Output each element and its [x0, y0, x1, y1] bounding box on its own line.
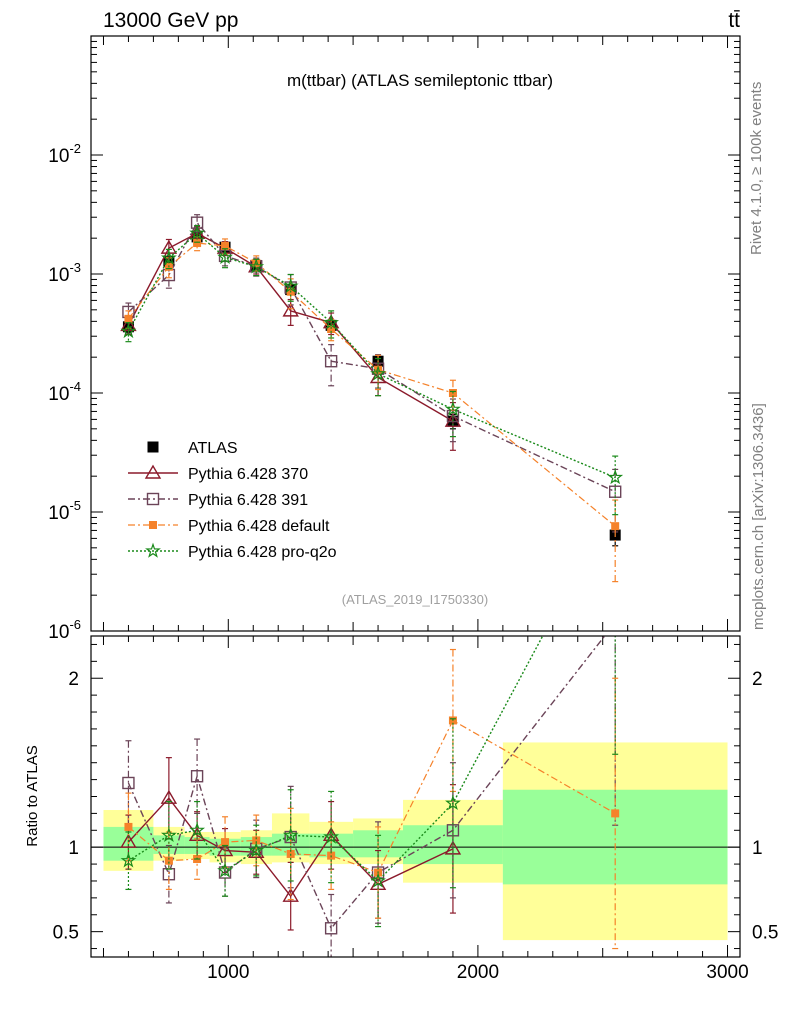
ratio-series-line	[128, 719, 616, 874]
ratio-series-line	[127, 636, 606, 930]
ratio-point	[445, 794, 461, 810]
legend: ATLAS Pythia 6.428 370 Pythia 6.428 391 Pyt…	[128, 440, 337, 561]
ratio-series-group	[120, 617, 621, 957]
data-point	[323, 314, 340, 330]
mcplots-label: mcplots.cern.ch [arXiv:1306.3436]	[750, 403, 767, 630]
data-point	[124, 314, 133, 323]
legend-label: Pythia 6.428 370	[188, 466, 308, 483]
legend-label: Pythia 6.428 391	[188, 492, 308, 509]
ratio-point	[248, 842, 265, 858]
series-line	[127, 221, 616, 493]
main-ticks: 10-6 10-5 10-4 10-3 10-2	[48, 35, 740, 957]
data-point	[444, 412, 462, 427]
data-point	[611, 522, 620, 531]
main-frame	[90, 35, 741, 632]
y-tick-label: 10-2	[48, 141, 81, 167]
ratio-point	[160, 827, 177, 843]
data-point	[608, 485, 622, 498]
ratio-point	[323, 828, 339, 844]
legend-label: Pythia 6.428 pro-q2o	[188, 544, 337, 561]
ratio-point	[370, 872, 386, 888]
main-series-group	[120, 214, 624, 583]
data-point	[324, 355, 338, 368]
process-label: tt̄	[728, 9, 740, 32]
legend-item-p370: Pythia 6.428 370	[128, 464, 308, 483]
ratio-point	[189, 821, 206, 837]
legend-marker	[149, 521, 157, 529]
y-tick-label: 10-4	[48, 379, 81, 405]
data-point	[252, 258, 261, 267]
data-point	[607, 469, 624, 485]
analysis-id: (ATLAS_2019_I1750330)	[342, 592, 488, 607]
legend-marker	[146, 492, 160, 506]
ratio-frame	[90, 635, 741, 958]
series-pq2o	[120, 224, 624, 516]
ratio-y-tick-label: 0.5	[53, 923, 79, 944]
ratio-point	[282, 827, 299, 843]
ratio-point	[221, 838, 230, 847]
ratio-point	[124, 822, 133, 831]
ratio-point	[611, 809, 620, 818]
legend-marker	[145, 542, 161, 558]
legend-marker	[147, 441, 159, 453]
data-point	[282, 302, 299, 317]
y-tick-label: 10-3	[48, 260, 81, 286]
legend-item-pq2o: Pythia 6.428 pro-q2o	[128, 542, 337, 561]
series-line	[127, 232, 454, 422]
ratio-point	[190, 770, 204, 783]
data-point	[370, 365, 386, 381]
data-point	[160, 249, 177, 265]
ratio-y-tick-label-right: 1	[752, 838, 763, 859]
x-tick-label: 3000	[706, 962, 748, 983]
data-point	[189, 224, 205, 240]
ratio-y-tick-label-right: 2	[752, 669, 763, 690]
data-point	[374, 365, 383, 374]
legend-label: ATLAS	[188, 440, 238, 457]
energy-label: 13000 GeV pp	[103, 9, 238, 32]
data-point	[327, 324, 336, 333]
ratio-point	[217, 862, 233, 878]
x-tick-label: 2000	[457, 962, 499, 983]
ratio-point	[120, 833, 137, 848]
ratio-point	[324, 922, 338, 935]
legend-item-p391: Pythia 6.428 391	[128, 492, 308, 509]
ratio-series-pq2o	[120, 636, 619, 928]
ratio-uncertainty-bands	[91, 742, 740, 941]
x-tick-label: 1000	[207, 962, 249, 983]
ratio-point	[122, 776, 135, 790]
data-point	[248, 258, 265, 274]
ratio-ticks: 0.5 0.5 1 1 2 2 1000 2000 3000	[53, 643, 778, 983]
ratio-y-tick-label: 1	[68, 838, 79, 859]
rivet-label: Rivet 4.1.0, ≥ 100k events	[748, 82, 765, 255]
series-p391	[122, 214, 622, 533]
band-inner	[153, 835, 185, 854]
main-panel: 10-6 10-5 10-4 10-3 10-2 m(ttbar) (ATLAS sem…	[48, 35, 741, 957]
ratio-series-line	[128, 636, 544, 882]
ratio-ylabel: Ratio to ATLAS	[24, 745, 41, 846]
y-tick-label: 10-5	[48, 498, 81, 524]
ratio-point	[610, 617, 621, 628]
ratio-point	[282, 887, 299, 902]
ratio-y-tick-label: 2	[68, 669, 79, 690]
ratio-point	[252, 836, 261, 845]
y-tick-label: 10-6	[48, 617, 81, 643]
legend-label: Pythia 6.428 default	[188, 518, 330, 535]
data-point	[217, 249, 233, 265]
ratio-point	[120, 852, 137, 868]
data-point	[221, 241, 230, 250]
ratio-point	[446, 824, 460, 837]
legend-item-pdefault: Pythia 6.428 default	[128, 518, 330, 535]
ratio-point	[164, 856, 173, 865]
data-point	[193, 239, 202, 248]
series-line	[127, 242, 616, 527]
ratio-panel: 0.5 0.5 1 1 2 2 1000 2000 3000 Ratio to ATLAS	[24, 617, 778, 983]
data-point	[445, 400, 461, 416]
ratio-y-tick-label-right: 0.5	[752, 923, 778, 944]
legend-marker	[144, 464, 162, 479]
chart-title: m(ttbar) (ATLAS semileptonic ttbar)	[287, 71, 553, 90]
data-point	[282, 277, 299, 293]
legend-item-data: ATLAS	[147, 440, 238, 457]
data-point	[120, 322, 137, 339]
